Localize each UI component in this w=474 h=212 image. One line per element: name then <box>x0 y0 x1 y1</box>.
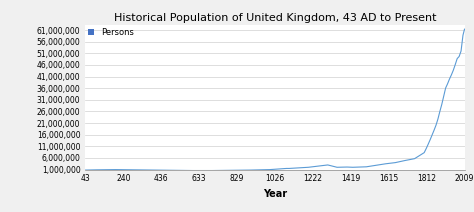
X-axis label: Year: Year <box>263 189 287 199</box>
Legend: Persons: Persons <box>87 27 135 38</box>
Title: Historical Population of United Kingdom, 43 AD to Present: Historical Population of United Kingdom,… <box>114 13 436 23</box>
